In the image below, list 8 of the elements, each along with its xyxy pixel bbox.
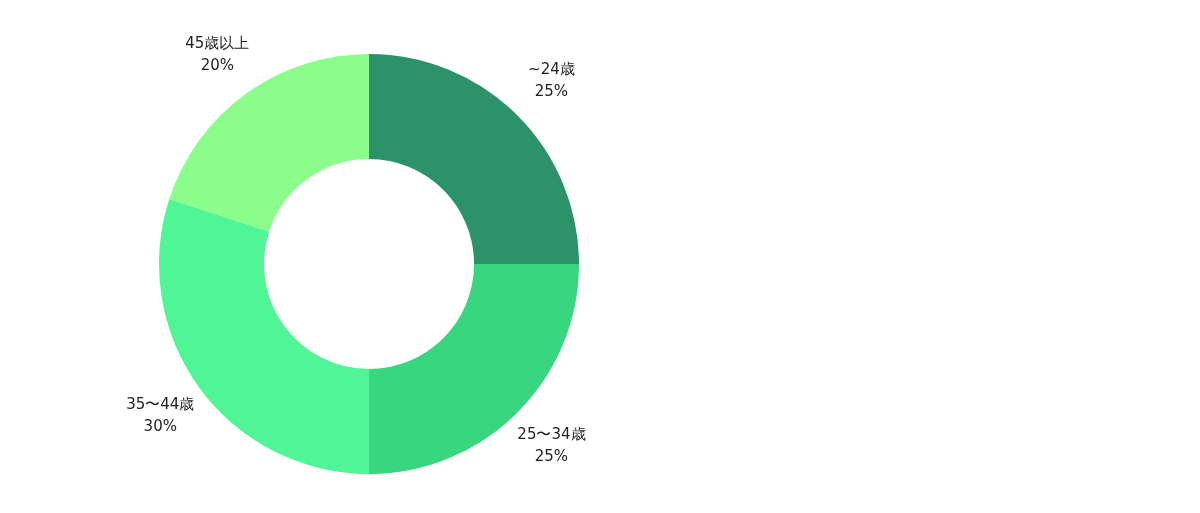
data-label: 25% [534,447,569,466]
data-label: 25% [534,82,569,101]
slice-label: 45歳以上 [185,34,250,53]
slice-label: ~24歳 [528,60,575,79]
slice-label: 35〜44歳 [126,394,195,413]
slice-label: 25〜34歳 [517,425,586,444]
data-label: 20% [200,56,235,75]
data-label: 30% [143,416,177,435]
